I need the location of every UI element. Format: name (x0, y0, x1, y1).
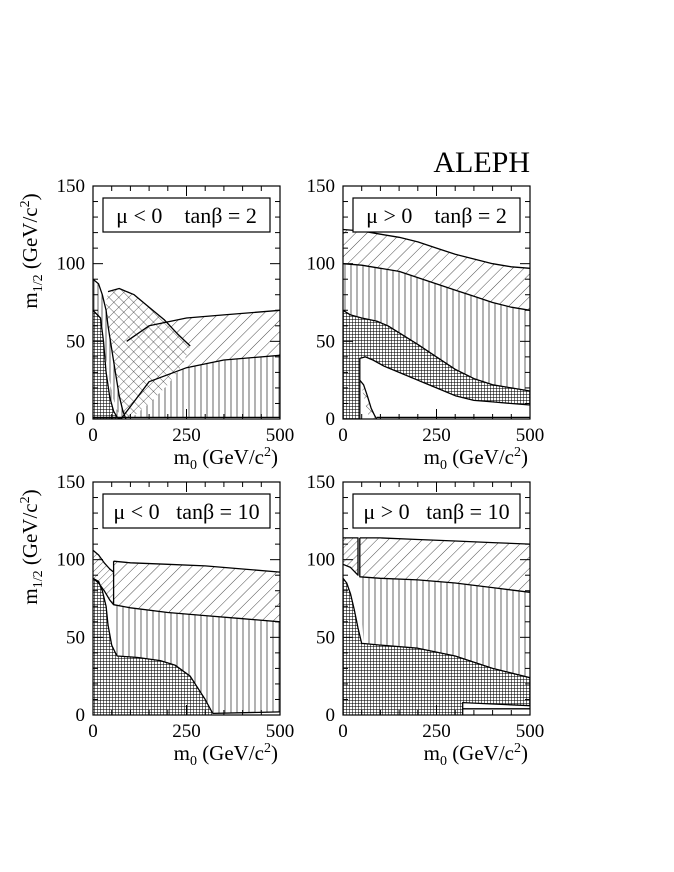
x-tick-label: 0 (338, 721, 348, 742)
contour-line (343, 577, 530, 679)
y-tick-label: 100 (307, 254, 336, 275)
contour-line (359, 379, 378, 419)
excluded-region-grid (93, 310, 121, 419)
contour-line (93, 577, 214, 714)
excluded-region-verticalfine (93, 279, 126, 419)
excluded-region-diagonal (113, 561, 280, 622)
x-tick-label: 500 (266, 425, 295, 446)
x-axis-label: m0 (GeV/c2) (424, 741, 528, 769)
contour-line (113, 560, 280, 573)
contour-line (93, 309, 122, 419)
x-axis-label: m0 (GeV/c2) (174, 445, 278, 473)
y-tick-label: 150 (307, 472, 336, 493)
x-tick-label: 250 (422, 721, 451, 742)
aleph-label: ALEPH (433, 146, 530, 179)
y-tick-label: 50 (316, 627, 335, 648)
contour-line (462, 701, 530, 715)
excluded-region-crosshatch (102, 288, 191, 419)
excluded-region-diagonalfine (343, 537, 358, 576)
y-tick-label: 0 (326, 705, 336, 726)
x-tick-label: 500 (516, 721, 545, 742)
excluded-region-paper (359, 356, 530, 419)
x-axis-label: m0 (GeV/c2) (174, 741, 278, 769)
contour-line (120, 354, 280, 419)
excluded-region-grid (343, 310, 530, 419)
contour-line (359, 537, 530, 545)
excluded-region-vertical (113, 604, 280, 714)
y-tick-label: 50 (66, 627, 85, 648)
contour-line (343, 228, 530, 269)
panel-label: μ > 0 tanβ = 10 (363, 499, 509, 524)
y-tick-label: 150 (307, 176, 336, 197)
y-axis-label: m1/2 (GeV/c2) (18, 193, 46, 308)
contour-line (343, 263, 530, 311)
panel-label-box (352, 197, 521, 233)
y-tick-label: 100 (57, 254, 86, 275)
x-tick-label: 500 (266, 721, 295, 742)
y-tick-label: 50 (316, 331, 335, 352)
excluded-region-diagonalfine (93, 550, 114, 605)
x-tick-label: 0 (88, 721, 98, 742)
excluded-region-grid (93, 578, 213, 715)
excluded-region-vertical (93, 310, 280, 419)
panel-label-box (102, 493, 271, 529)
contour-line (93, 278, 127, 419)
x-tick-label: 250 (422, 425, 451, 446)
excluded-region-diagonal (343, 229, 530, 311)
contour-line (93, 549, 115, 573)
y-axis-label: m1/2 (GeV/c2) (18, 489, 46, 604)
y-tick-label: 150 (57, 176, 86, 197)
contour-line (107, 287, 191, 347)
excluded-region-vertical (359, 576, 530, 678)
x-tick-label: 250 (172, 721, 201, 742)
excluded-region-grid (343, 578, 530, 715)
panel-label-box (102, 197, 271, 233)
x-tick-label: 0 (88, 425, 98, 446)
contour-line (126, 309, 280, 342)
panel-label: μ < 0 tanβ = 10 (113, 499, 259, 524)
panel-label: μ < 0 tanβ = 2 (116, 203, 257, 228)
y-tick-label: 50 (66, 331, 85, 352)
y-tick-label: 0 (76, 409, 86, 430)
y-tick-label: 100 (307, 550, 336, 571)
panel-label: μ > 0 tanβ = 2 (366, 203, 507, 228)
y-tick-label: 0 (326, 409, 336, 430)
contour-line (359, 356, 530, 419)
contour-line (343, 309, 530, 392)
panel-label-box (352, 493, 521, 529)
x-tick-label: 500 (516, 425, 545, 446)
y-tick-label: 0 (76, 705, 86, 726)
y-tick-label: 150 (57, 472, 86, 493)
x-axis-label: m0 (GeV/c2) (424, 445, 528, 473)
x-tick-label: 0 (338, 425, 348, 446)
x-tick-label: 250 (172, 425, 201, 446)
contour-line (343, 537, 359, 576)
contour-line (359, 537, 530, 593)
y-tick-label: 100 (57, 550, 86, 571)
